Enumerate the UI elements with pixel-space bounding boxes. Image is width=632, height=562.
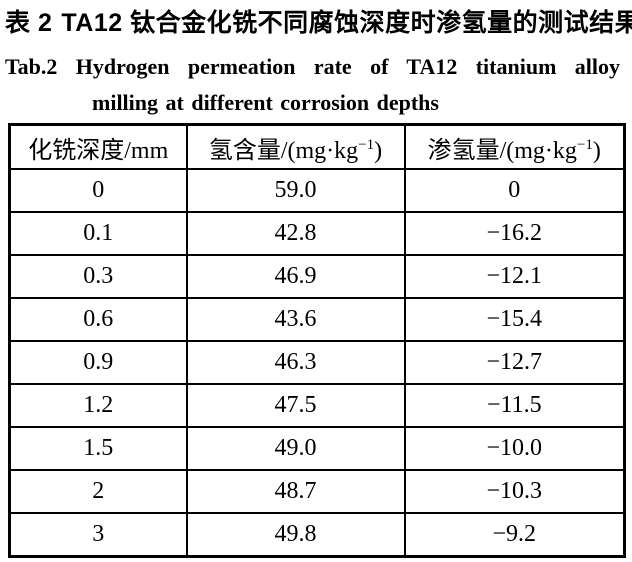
cell-depth: 3	[8, 512, 188, 558]
cell-hydrogen-content: 46.3	[185, 340, 406, 385]
col-header-permeation-amount-tail: )	[592, 137, 601, 164]
col-header-milling-depth-text: 化铣深度/mm	[28, 137, 169, 164]
cell-depth: 0.6	[8, 297, 188, 342]
table-title-zh-text: TA12 钛合金化铣不同腐蚀深度时渗氢量的测试结果	[61, 9, 632, 37]
table-title-en-line2: milling at different corrosion depths	[92, 89, 632, 117]
cell-hydrogen-content: 46.9	[185, 254, 406, 299]
table-body: 0 59.0 0 0.1 42.8 −16.2 0.3 46.9 −12.1 0…	[8, 168, 626, 558]
table-title-en-line1: Tab.2 Hydrogen permeation rate of TA12 t…	[5, 53, 620, 81]
cell-depth: 2	[8, 469, 188, 514]
col-header-permeation-amount: 渗氢量/(mg·kg−1)	[403, 123, 626, 170]
cell-permeation-amount: −10.3	[403, 469, 626, 514]
cell-depth: 0.1	[8, 211, 188, 256]
cell-permeation-amount: 0	[403, 168, 626, 213]
table-row: 2 48.7 −10.3	[8, 469, 626, 514]
cell-depth: 0.9	[8, 340, 188, 385]
col-header-permeation-amount-sup: −1	[576, 136, 593, 153]
table-title-zh: 表 2 TA12 钛合金化铣不同腐蚀深度时渗氢量的测试结果	[5, 6, 632, 40]
cell-hydrogen-content: 48.7	[185, 469, 406, 514]
header-row: 化铣深度/mm 氢含量/(mg·kg−1) 渗氢量/(mg·kg−1)	[8, 123, 626, 170]
table-header: 化铣深度/mm 氢含量/(mg·kg−1) 渗氢量/(mg·kg−1)	[8, 123, 626, 170]
cell-depth: 1.2	[8, 383, 188, 428]
table-row: 0.3 46.9 −12.1	[8, 254, 626, 299]
cell-permeation-amount: −12.1	[403, 254, 626, 299]
cell-permeation-amount: −11.5	[403, 383, 626, 428]
table-row: 0.6 43.6 −15.4	[8, 297, 626, 342]
col-header-hydrogen-content-text: 氢含量/(mg·kg	[208, 137, 359, 164]
table-title-en-text: Hydrogen permeation rate of TA12 titaniu…	[75, 54, 621, 79]
cell-hydrogen-content: 49.8	[185, 512, 406, 558]
cell-permeation-amount: −9.2	[403, 512, 626, 558]
table-title-en-text-cont: milling at different corrosion depths	[92, 90, 439, 115]
cell-permeation-amount: −10.0	[403, 426, 626, 471]
cell-depth: 1.5	[8, 426, 188, 471]
col-header-hydrogen-content: 氢含量/(mg·kg−1)	[185, 123, 406, 170]
col-header-hydrogen-content-sup: −1	[358, 136, 375, 153]
table-row: 0 59.0 0	[8, 168, 626, 213]
table-title-en-label: Tab.2	[5, 54, 58, 79]
cell-hydrogen-content: 42.8	[185, 211, 406, 256]
col-header-hydrogen-content-tail: )	[374, 137, 383, 164]
table-row: 0.1 42.8 −16.2	[8, 211, 626, 256]
cell-permeation-amount: −16.2	[403, 211, 626, 256]
col-header-permeation-amount-text: 渗氢量/(mg·kg	[427, 137, 577, 164]
cell-hydrogen-content: 47.5	[185, 383, 406, 428]
table-title-zh-number: 表 2	[5, 9, 53, 37]
cell-hydrogen-content: 49.0	[185, 426, 406, 471]
cell-permeation-amount: −12.7	[403, 340, 626, 385]
cell-permeation-amount: −15.4	[403, 297, 626, 342]
table-row: 1.5 49.0 −10.0	[8, 426, 626, 471]
cell-depth: 0.3	[8, 254, 188, 299]
cell-depth: 0	[8, 168, 188, 213]
table-row: 0.9 46.3 −12.7	[8, 340, 626, 385]
hydrogen-permeation-table: 化铣深度/mm 氢含量/(mg·kg−1) 渗氢量/(mg·kg−1) 0 59…	[8, 123, 626, 558]
table-row: 3 49.8 −9.2	[8, 512, 626, 558]
col-header-milling-depth: 化铣深度/mm	[8, 123, 188, 170]
cell-hydrogen-content: 43.6	[185, 297, 406, 342]
cell-hydrogen-content: 59.0	[185, 168, 406, 213]
table-row: 1.2 47.5 −11.5	[8, 383, 626, 428]
